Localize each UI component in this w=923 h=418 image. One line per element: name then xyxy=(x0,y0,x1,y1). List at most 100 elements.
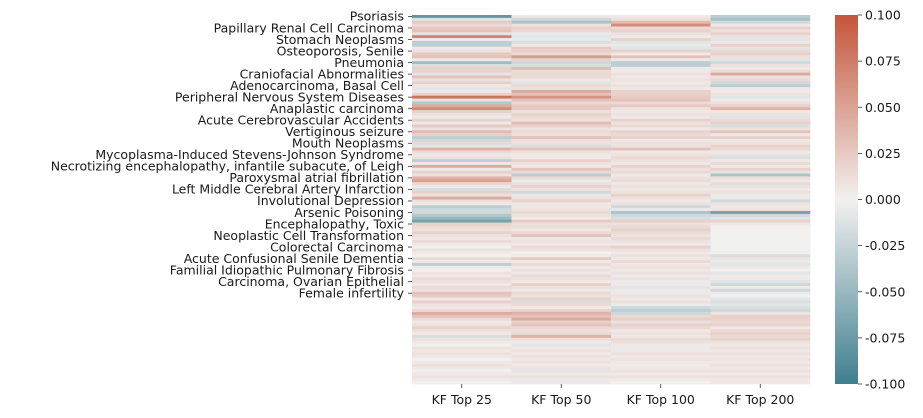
heatmap-cell xyxy=(511,225,612,229)
heatmap-cell xyxy=(710,378,811,382)
heatmap-cell xyxy=(412,239,512,244)
heatmap-cell xyxy=(611,285,711,290)
heatmap-cell xyxy=(412,360,512,365)
heatmap-cell xyxy=(511,219,612,223)
heatmap-cell xyxy=(412,167,512,171)
heatmap-cell xyxy=(511,323,612,327)
heatmap-cell xyxy=(710,231,811,235)
heatmap-cell xyxy=(412,257,512,261)
heatmap-cell xyxy=(611,280,711,284)
heatmap-cell xyxy=(710,288,811,293)
heatmap-cell xyxy=(710,23,811,27)
heatmap-cell xyxy=(611,32,711,36)
heatmap-cell xyxy=(511,291,612,295)
heatmap-cell xyxy=(511,317,612,321)
heatmap-cell xyxy=(611,98,711,102)
heatmap-cell xyxy=(611,205,711,209)
heatmap-cell xyxy=(611,231,711,235)
heatmap-cell xyxy=(611,81,711,85)
heatmap-cell xyxy=(511,378,612,382)
heatmap-cell xyxy=(710,193,811,197)
heatmap-cell xyxy=(611,64,711,68)
heatmap-cell xyxy=(511,46,612,50)
heatmap-cell xyxy=(511,358,612,362)
heatmap-cell xyxy=(710,216,811,220)
heatmap-cell xyxy=(412,115,512,120)
heatmap-cell xyxy=(412,127,512,131)
heatmap-cell xyxy=(511,187,612,192)
heatmap-cell xyxy=(511,199,612,203)
heatmap-cell xyxy=(710,369,811,373)
heatmap-cell xyxy=(611,52,711,56)
heatmap-cell xyxy=(611,190,711,195)
heatmap-cell xyxy=(412,277,512,281)
heatmap-cell xyxy=(611,355,711,359)
heatmap-cell xyxy=(611,346,711,350)
heatmap-cell xyxy=(710,283,811,287)
heatmap-cell xyxy=(710,268,811,272)
heatmap-cell xyxy=(710,58,811,62)
heatmap-cell xyxy=(511,138,612,143)
colorbar-tick-label: -0.050 xyxy=(865,284,905,299)
heatmap-cell xyxy=(611,262,711,267)
heatmap-cell xyxy=(611,372,711,376)
heatmap-cell xyxy=(511,190,612,195)
heatmap-cell xyxy=(412,55,512,59)
heatmap-cell xyxy=(511,260,612,264)
heatmap-cell xyxy=(511,32,612,36)
heatmap-cell xyxy=(511,372,612,376)
heatmap-cell xyxy=(611,185,711,189)
heatmap-cell xyxy=(511,75,612,79)
heatmap-cell xyxy=(511,52,612,56)
heatmap-cell xyxy=(611,49,711,53)
heatmap-cell xyxy=(710,179,811,183)
heatmap-cell xyxy=(511,254,612,258)
y-tick-label: Arsenic Poisoning xyxy=(294,205,404,220)
heatmap-cell xyxy=(611,268,711,272)
heatmap-cell xyxy=(511,115,612,120)
heatmap-cell xyxy=(511,133,612,137)
heatmap-cell xyxy=(611,283,711,287)
heatmap-cell xyxy=(511,202,612,206)
heatmap-cell xyxy=(412,164,512,169)
heatmap-cell xyxy=(511,159,612,163)
heatmap-cell xyxy=(710,274,811,278)
heatmap-cell xyxy=(710,104,811,108)
y-tick-label: Neoplastic Cell Transformation xyxy=(213,228,404,243)
heatmap-cell xyxy=(412,107,512,111)
heatmap-cell xyxy=(611,366,711,370)
heatmap-cell xyxy=(412,228,512,232)
heatmap-cell xyxy=(710,187,811,192)
heatmap-cell xyxy=(412,205,512,209)
heatmap-cell xyxy=(511,147,612,151)
heatmap-cell xyxy=(611,173,711,177)
heatmap-cell xyxy=(611,219,711,223)
heatmap-cell xyxy=(710,26,811,30)
heatmap-cell xyxy=(611,104,711,108)
heatmap-cell xyxy=(412,355,512,359)
heatmap-cell xyxy=(710,196,811,200)
heatmap-cell xyxy=(412,159,512,163)
heatmap-cell xyxy=(611,196,711,200)
heatmap-cell xyxy=(611,75,711,79)
heatmap-cell xyxy=(412,78,512,82)
heatmap-cell xyxy=(710,257,811,261)
heatmap-cell xyxy=(710,66,811,71)
colorbar-tick-label: 0.000 xyxy=(865,192,901,207)
heatmap-cell xyxy=(511,162,612,166)
heatmap-cell xyxy=(412,66,512,71)
heatmap-cell xyxy=(511,349,612,353)
heatmap-cell xyxy=(511,363,612,367)
heatmap-cell xyxy=(511,245,612,249)
heatmap-cell xyxy=(412,89,512,94)
y-tick-label: Adenocarcinoma, Basal Cell xyxy=(230,78,404,93)
heatmap-cell xyxy=(710,46,811,50)
heatmap-cell xyxy=(412,222,512,226)
heatmap-cell xyxy=(710,136,811,140)
heatmap-cell xyxy=(412,147,512,151)
heatmap-cell xyxy=(412,309,512,313)
heatmap-cell xyxy=(511,26,612,30)
heatmap-cell xyxy=(710,176,811,180)
heatmap-cell xyxy=(511,343,612,347)
heatmap-cell xyxy=(511,167,612,171)
